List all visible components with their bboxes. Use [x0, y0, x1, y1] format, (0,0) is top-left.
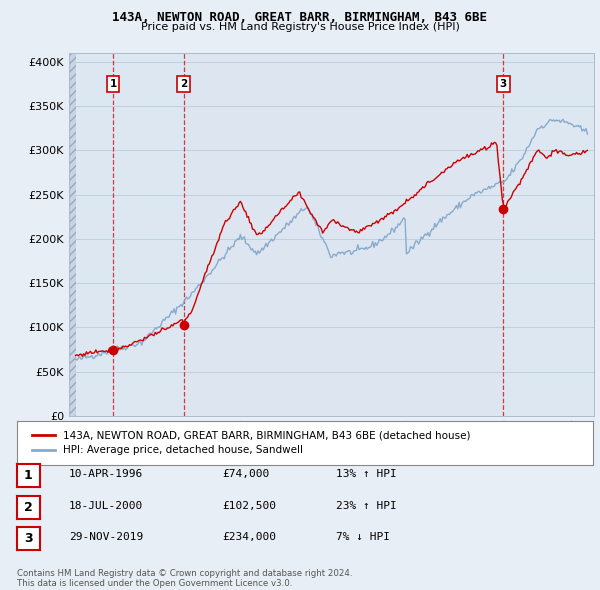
Text: 3: 3	[24, 532, 32, 545]
Text: 13% ↑ HPI: 13% ↑ HPI	[336, 469, 397, 478]
Bar	[69, 53, 76, 416]
Legend: 143A, NEWTON ROAD, GREAT BARR, BIRMINGHAM, B43 6BE (detached house), HPI: Averag: 143A, NEWTON ROAD, GREAT BARR, BIRMINGHA…	[28, 426, 475, 460]
Text: 2: 2	[24, 501, 32, 514]
Text: £102,500: £102,500	[222, 501, 276, 510]
Text: 10-APR-1996: 10-APR-1996	[69, 469, 143, 478]
Text: 23% ↑ HPI: 23% ↑ HPI	[336, 501, 397, 510]
Text: 1: 1	[24, 469, 32, 482]
Text: 1: 1	[109, 79, 117, 89]
Text: £74,000: £74,000	[222, 469, 269, 478]
Bar	[113, 53, 184, 416]
Text: 3: 3	[500, 79, 507, 89]
Text: 143A, NEWTON ROAD, GREAT BARR, BIRMINGHAM, B43 6BE: 143A, NEWTON ROAD, GREAT BARR, BIRMINGHA…	[113, 11, 487, 24]
Text: £234,000: £234,000	[222, 532, 276, 542]
Text: 2: 2	[180, 79, 187, 89]
Bar	[503, 53, 594, 416]
Text: 7% ↓ HPI: 7% ↓ HPI	[336, 532, 390, 542]
Bar	[76, 53, 113, 416]
Text: Price paid vs. HM Land Registry's House Price Index (HPI): Price paid vs. HM Land Registry's House …	[140, 22, 460, 32]
Text: Contains HM Land Registry data © Crown copyright and database right 2024.
This d: Contains HM Land Registry data © Crown c…	[17, 569, 352, 588]
Text: 29-NOV-2019: 29-NOV-2019	[69, 532, 143, 542]
Text: 18-JUL-2000: 18-JUL-2000	[69, 501, 143, 510]
